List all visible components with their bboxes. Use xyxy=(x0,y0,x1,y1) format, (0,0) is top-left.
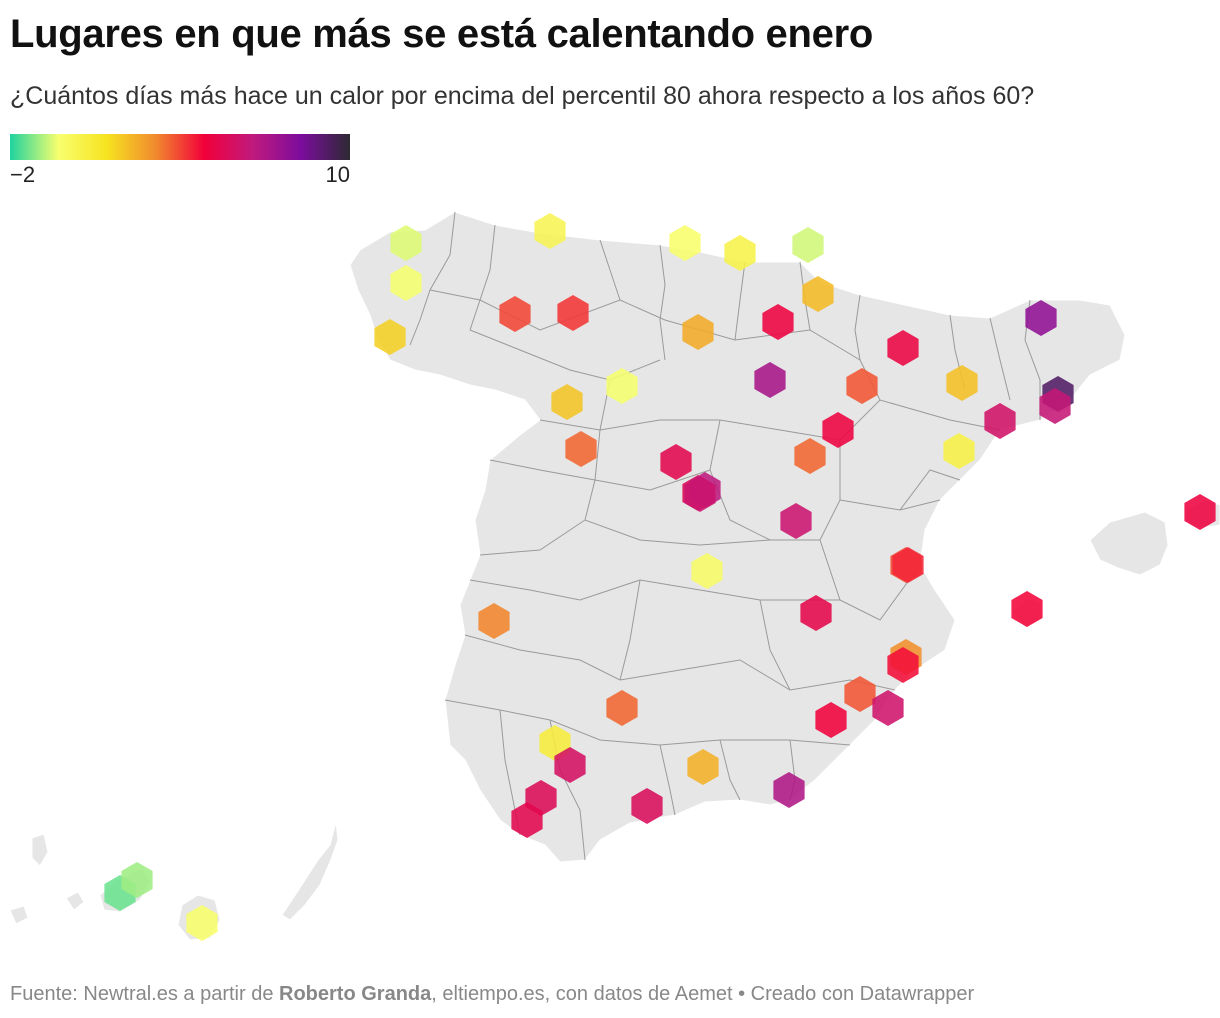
island-la-gomera xyxy=(65,891,85,911)
station-hexagon-soria[interactable] xyxy=(754,362,786,398)
province-border xyxy=(429,289,861,361)
station-hexagon-pamplona[interactable] xyxy=(887,330,919,366)
station-hexagon-molina[interactable] xyxy=(794,438,826,474)
province-border xyxy=(734,261,746,341)
station-hexagon-santander[interactable] xyxy=(669,225,701,261)
station-hexagon-santiago[interactable] xyxy=(390,265,422,301)
province-border xyxy=(539,399,1001,441)
station-hexagon-bilbao[interactable] xyxy=(724,235,756,271)
station-hexagon-burgos[interactable] xyxy=(682,314,714,350)
island-la-palma xyxy=(31,833,49,867)
station-hexagon-zamora[interactable] xyxy=(551,384,583,420)
legend-labels: −2 10 xyxy=(10,162,350,188)
station-hexagon-cadiz[interactable] xyxy=(511,802,543,838)
province-border xyxy=(759,599,791,691)
footer-author[interactable]: Roberto Granda xyxy=(279,983,432,1005)
legend-max-label: 10 xyxy=(325,162,350,187)
province-border xyxy=(444,699,851,746)
chart-title: Lugares en que más se está calentando en… xyxy=(10,12,873,56)
province-border xyxy=(719,739,741,801)
station-hexagon-badajoz[interactable] xyxy=(478,603,510,639)
station-hexagon-oviedo[interactable] xyxy=(534,213,566,249)
station-hexagon-getafe[interactable] xyxy=(684,476,716,512)
footer-suffix: , eltiempo.es, con datos de Aemet • Crea… xyxy=(431,983,975,1005)
station-hexagon-granada[interactable] xyxy=(687,749,719,785)
station-hexagon-malaga[interactable] xyxy=(631,788,663,824)
province-border xyxy=(599,239,621,301)
station-hexagon-albacete[interactable] xyxy=(800,595,832,631)
station-hexagon-alicante-aeropuerto[interactable] xyxy=(887,647,919,683)
island-lanzarote-fuerteventura xyxy=(281,821,339,921)
station-hexagon-logrono[interactable] xyxy=(762,304,794,340)
province-border xyxy=(479,519,771,556)
province-border xyxy=(819,539,921,621)
station-hexagon-gran-canaria[interactable] xyxy=(186,905,218,941)
station-hexagon-almeria[interactable] xyxy=(773,772,805,808)
station-hexagon-salamanca[interactable] xyxy=(565,431,597,467)
station-hexagon-tenerife-sur[interactable] xyxy=(121,862,153,898)
station-hexagon-zaragoza[interactable] xyxy=(846,368,878,404)
station-hexagon-san-sebastian[interactable] xyxy=(792,227,824,263)
station-hexagon-cartagena[interactable] xyxy=(872,690,904,726)
station-hexagon-valencia-aeropuerto[interactable] xyxy=(892,547,924,583)
province-border xyxy=(469,224,496,331)
station-hexagon-tortosa[interactable] xyxy=(943,433,975,469)
station-hexagon-valladolid[interactable] xyxy=(606,368,638,404)
station-hexagon-ourense[interactable] xyxy=(374,319,406,355)
station-hexagon-huesca[interactable] xyxy=(946,365,978,401)
island-mallorca xyxy=(1089,511,1169,576)
legend-gradient-bar xyxy=(10,134,350,160)
station-hexagon-calatayud[interactable] xyxy=(822,412,854,448)
province-border xyxy=(489,459,711,491)
province-border xyxy=(899,469,961,511)
station-hexagon-cordoba[interactable] xyxy=(606,690,638,726)
station-hexagon-palma[interactable] xyxy=(1011,591,1043,627)
station-hexagon-barcelona-aeropuerto[interactable] xyxy=(1039,388,1071,424)
station-hexagon-menorca[interactable] xyxy=(1184,494,1216,530)
footer-prefix: Fuente: Newtral.es a partir de xyxy=(10,983,280,1005)
station-hexagon-girona[interactable] xyxy=(1025,300,1057,336)
station-hexagon-murcia[interactable] xyxy=(844,676,876,712)
station-hexagon-a-coruna[interactable] xyxy=(390,225,422,261)
station-hexagon-segovia[interactable] xyxy=(660,444,692,480)
legend-min-label: −2 xyxy=(10,162,36,187)
station-hexagon-murcia-alcantarilla[interactable] xyxy=(815,702,847,738)
province-border xyxy=(989,317,1011,401)
color-legend: −2 10 xyxy=(10,134,350,188)
island-el-hierro xyxy=(9,905,29,925)
station-hexagon-moron[interactable] xyxy=(554,747,586,783)
province-border xyxy=(619,579,641,681)
station-hexagon-leon[interactable] xyxy=(557,295,589,331)
province-border xyxy=(659,744,676,816)
source-footer: Fuente: Newtral.es a partir de Roberto G… xyxy=(10,983,974,1006)
station-hexagon-toledo[interactable] xyxy=(691,553,723,589)
chart-subtitle: ¿Cuántos días más hace un calor por enci… xyxy=(10,82,1035,110)
province-border xyxy=(659,244,666,361)
province-border xyxy=(584,379,611,521)
province-border xyxy=(464,634,896,691)
station-hexagon-ponferrada[interactable] xyxy=(499,296,531,332)
station-hexagon-cuenca[interactable] xyxy=(780,503,812,539)
station-hexagons xyxy=(104,213,1216,941)
station-hexagon-vitoria[interactable] xyxy=(802,276,834,312)
iberian-peninsula xyxy=(349,211,1126,863)
station-hexagon-lleida[interactable] xyxy=(984,403,1016,439)
